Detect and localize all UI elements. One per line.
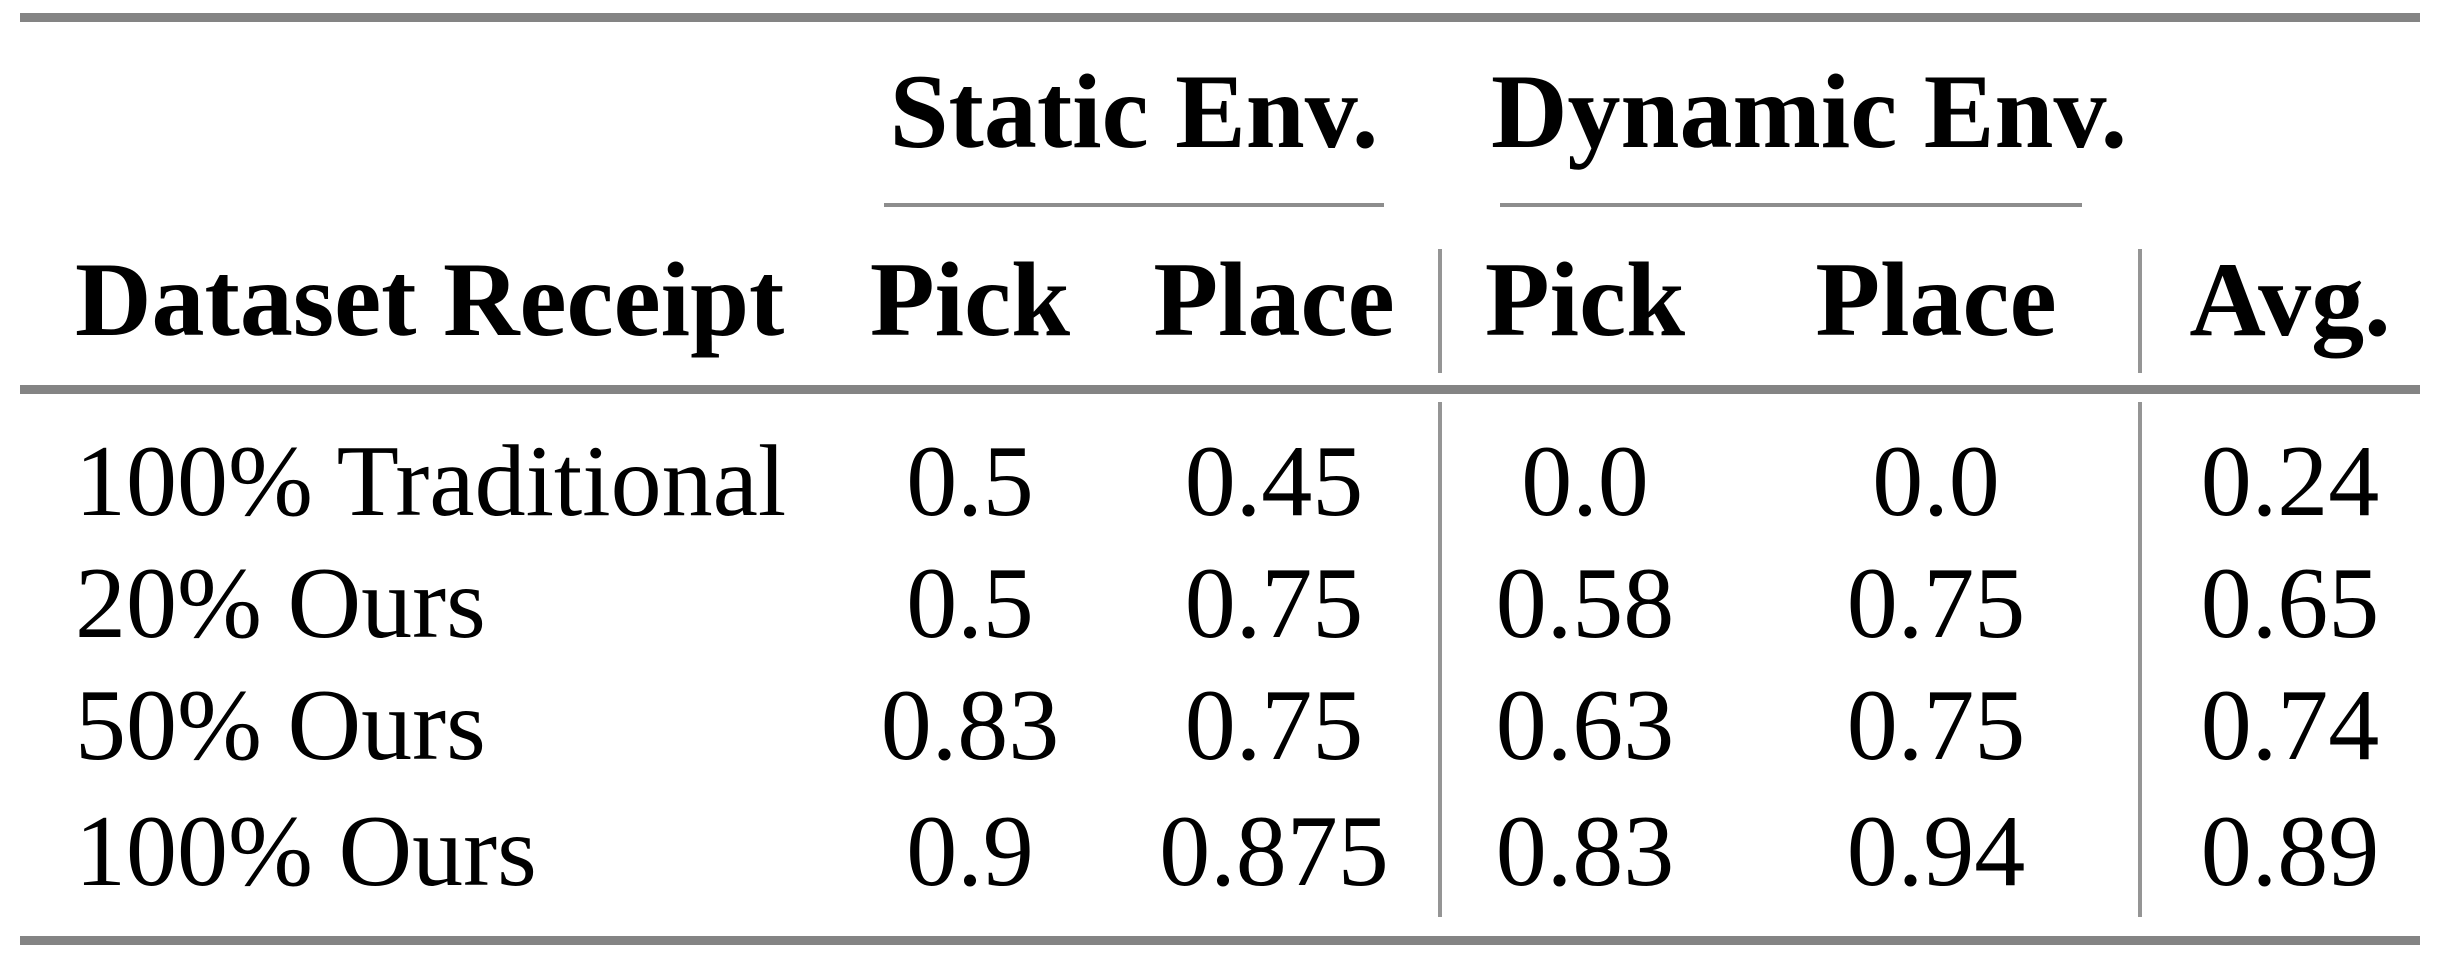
table-cell: 0.5 (906, 547, 1034, 660)
table-cell: 0.75 (1846, 669, 2026, 782)
row-label: 50% Ours (75, 669, 486, 782)
table-cell: 0.75 (1846, 547, 2026, 660)
column-divider-dynamic-avg-header (2138, 249, 2142, 373)
table-cell: 0.63 (1495, 669, 1675, 782)
table-top-rule (20, 13, 2420, 22)
column-header-static-pick: Pick (869, 241, 1071, 358)
table-cell: 0.94 (1846, 795, 2026, 908)
table-cell: 0.0 (1872, 425, 2000, 538)
row-label: 100% Traditional (75, 425, 787, 538)
column-header-dataset-receipt: Dataset Receipt (75, 241, 785, 358)
column-header-dynamic-place: Place (1815, 241, 2057, 358)
row-label: 100% Ours (75, 795, 537, 908)
table-cell: 0.875 (1159, 795, 1389, 908)
group-header-static-env: Static Env. (889, 53, 1379, 170)
column-header-avg: Avg. (2189, 241, 2391, 358)
column-divider-static-dynamic-header (1438, 249, 1442, 373)
table-cell: 0.89 (2200, 795, 2380, 908)
row-label: 20% Ours (75, 547, 486, 660)
table-bottom-rule (20, 936, 2420, 945)
static-env-underline (884, 203, 1384, 207)
group-header-dynamic-env: Dynamic Env. (1491, 53, 2128, 170)
column-header-static-place: Place (1153, 241, 1395, 358)
table-cell: 0.58 (1495, 547, 1675, 660)
column-divider-static-dynamic-body (1438, 402, 1442, 917)
table-header-rule (20, 385, 2420, 394)
table-cell: 0.74 (2200, 669, 2380, 782)
table-cell: 0.0 (1521, 425, 1649, 538)
table-cell: 0.45 (1184, 425, 1364, 538)
column-divider-dynamic-avg-body (2138, 402, 2142, 917)
table-cell: 0.83 (880, 669, 1060, 782)
column-header-dynamic-pick: Pick (1484, 241, 1686, 358)
table-cell: 0.83 (1495, 795, 1675, 908)
table-cell: 0.75 (1184, 547, 1364, 660)
table-cell: 0.5 (906, 425, 1034, 538)
table-cell: 0.65 (2200, 547, 2380, 660)
table-cell: 0.9 (906, 795, 1034, 908)
dynamic-env-underline (1500, 203, 2082, 207)
table-cell: 0.24 (2200, 425, 2380, 538)
table-cell: 0.75 (1184, 669, 1364, 782)
